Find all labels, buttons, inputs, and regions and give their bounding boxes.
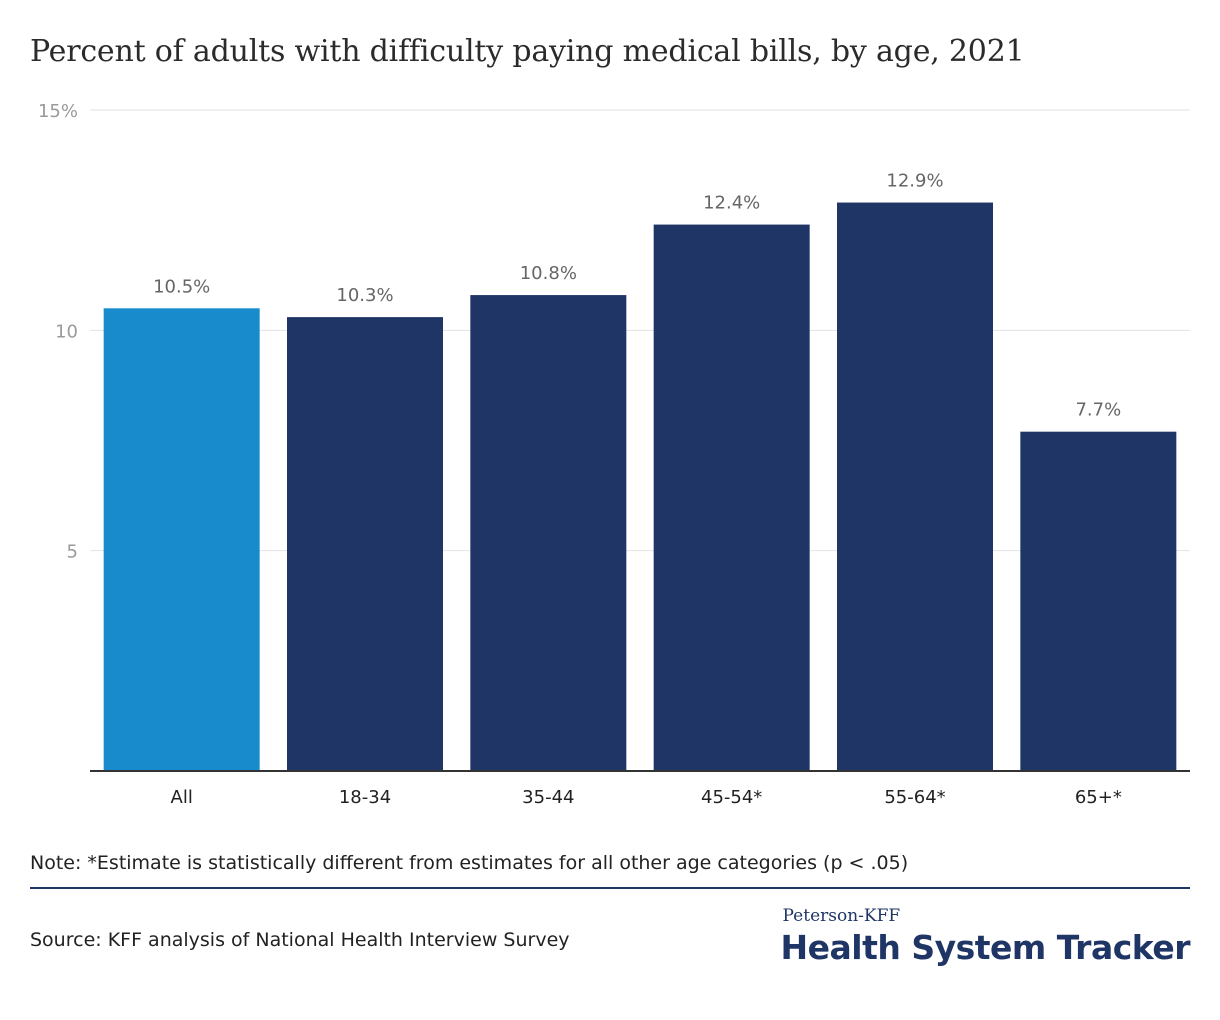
bar-chart: 5 10 15% 10.5% All 10.3% 18-34 10.8% 35-44 12.4% 4… (38, 101, 1190, 808)
bar (103, 308, 260, 771)
y-tick-label: 5 (67, 542, 78, 563)
x-tick-label: 18-34 (339, 787, 391, 808)
logo-subtitle: Peterson-KFF (782, 906, 901, 926)
bar (653, 224, 810, 771)
x-tick-label: 65+* (1075, 787, 1122, 808)
y-tick-label: 10 (55, 321, 78, 342)
divider (30, 887, 1190, 889)
chart-source: Source: KFF analysis of National Health … (30, 929, 570, 951)
x-tick-label: All (171, 787, 193, 808)
y-tick-label: 15% (38, 101, 78, 122)
data-label: 12.4% (703, 193, 760, 214)
x-tick-label: 45-54* (701, 787, 762, 808)
bar (1020, 431, 1177, 771)
bar (287, 317, 443, 771)
chart-title: Percent of adults with difficulty paying… (30, 34, 1025, 69)
bar (470, 295, 627, 771)
data-label: 7.7% (1075, 400, 1121, 421)
logo-title: Health System Tracker (780, 928, 1191, 967)
x-tick-label: 35-44 (522, 787, 574, 808)
x-tick-label: 55-64* (884, 787, 945, 808)
data-label: 10.3% (336, 285, 393, 306)
data-label: 10.5% (153, 276, 210, 297)
brand-logo: Peterson-KFF Health System Tracker (781, 906, 1191, 967)
data-label: 10.8% (520, 263, 577, 284)
chart-note: Note: *Estimate is statistically differe… (30, 852, 909, 874)
data-label: 12.9% (886, 171, 943, 192)
bar (837, 202, 993, 772)
